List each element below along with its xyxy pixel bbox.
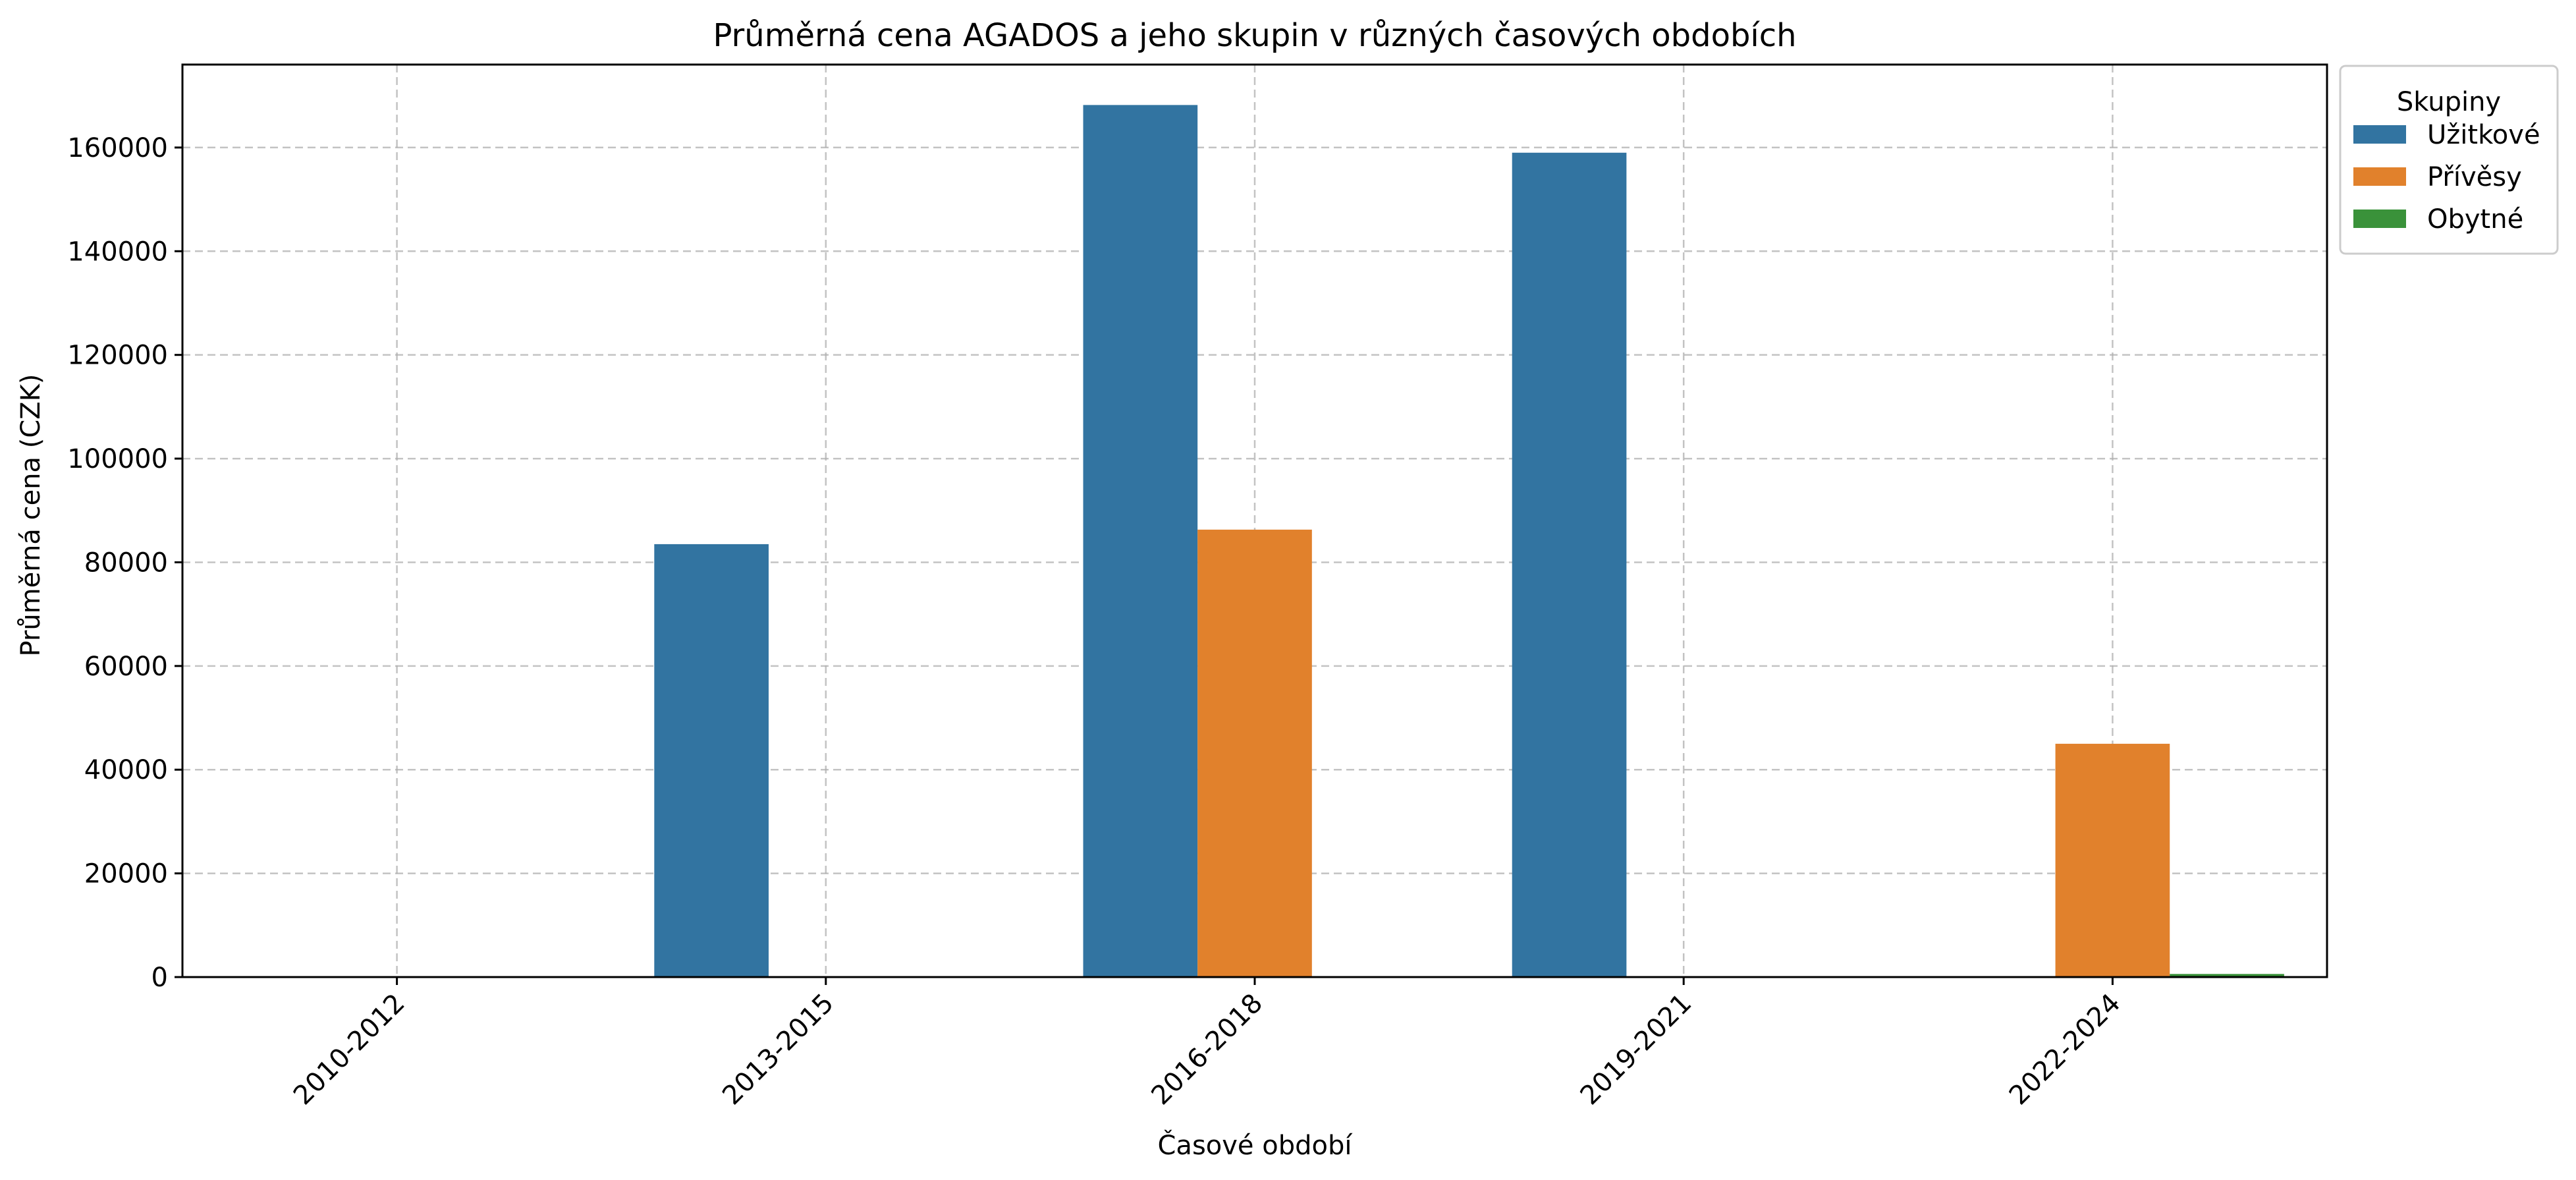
y-tick-label: 40000 [84,755,168,785]
legend-items: Užitkové Přívěsy Obytné [2353,120,2540,235]
x-tick-label: 2019-2021 [1575,988,1698,1111]
bar [1083,105,1198,978]
axes-frame [181,63,2328,978]
y-tick-label: 120000 [67,341,168,371]
bar [1512,152,1627,977]
grid-lines [182,65,2327,978]
legend-title: Skupiny [2397,87,2501,117]
legend: Skupiny Užitkové Přívěsy Obytné [2339,65,2559,255]
legend-label: Užitkové [2427,120,2540,150]
legend-box [2339,65,2559,255]
y-axis-ticks: 0 20000 40000 60000 80000 100000 120000 140000 1… [67,133,182,993]
bar [2170,974,2284,977]
y-tick-label: 160000 [67,133,168,163]
y-tick-label: 20000 [84,859,168,889]
x-axis-ticks: 2010-2012 2013-2015 2016-2018 2019-2021 2022… [288,977,2126,1111]
y-tick-label: 0 [151,963,168,993]
y-axis-label: Průměrná cena (CZK) [16,374,46,656]
y-tick-label: 60000 [84,652,168,682]
y-tick-label: 140000 [67,237,168,267]
y-tick-label: 80000 [84,548,168,578]
x-tick-label: 2022-2024 [2004,988,2127,1111]
x-tick-label: 2010-2012 [288,988,411,1111]
chart-title: Průměrná cena AGADOS a jeho skupin v růz… [713,17,1796,54]
x-axis-label: Časové období [1158,1129,1354,1161]
bars [654,105,2284,978]
legend-label: Obytné [2427,204,2523,235]
bar [1197,529,1312,977]
legend-swatch [2353,167,2406,186]
legend-label: Přívěsy [2427,162,2522,192]
bar [654,544,769,977]
legend-swatch [2353,210,2406,228]
x-tick-label: 2016-2018 [1145,988,1269,1111]
x-tick-label: 2013-2015 [717,988,840,1111]
legend-swatch [2353,125,2406,144]
y-tick-label: 100000 [67,444,168,474]
bar [2055,743,2170,977]
